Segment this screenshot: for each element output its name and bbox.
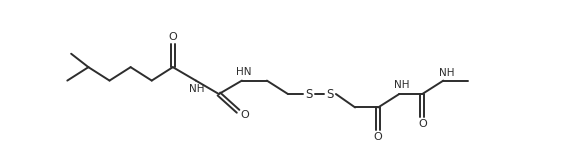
Text: HN: HN <box>236 67 251 77</box>
Text: O: O <box>168 32 177 42</box>
Text: S: S <box>305 87 313 101</box>
Text: NH: NH <box>394 80 410 90</box>
Text: NH: NH <box>439 68 454 78</box>
Text: NH: NH <box>189 84 204 94</box>
Text: O: O <box>374 132 382 142</box>
Text: O: O <box>418 119 426 129</box>
Text: S: S <box>327 87 334 101</box>
Text: O: O <box>241 110 249 120</box>
